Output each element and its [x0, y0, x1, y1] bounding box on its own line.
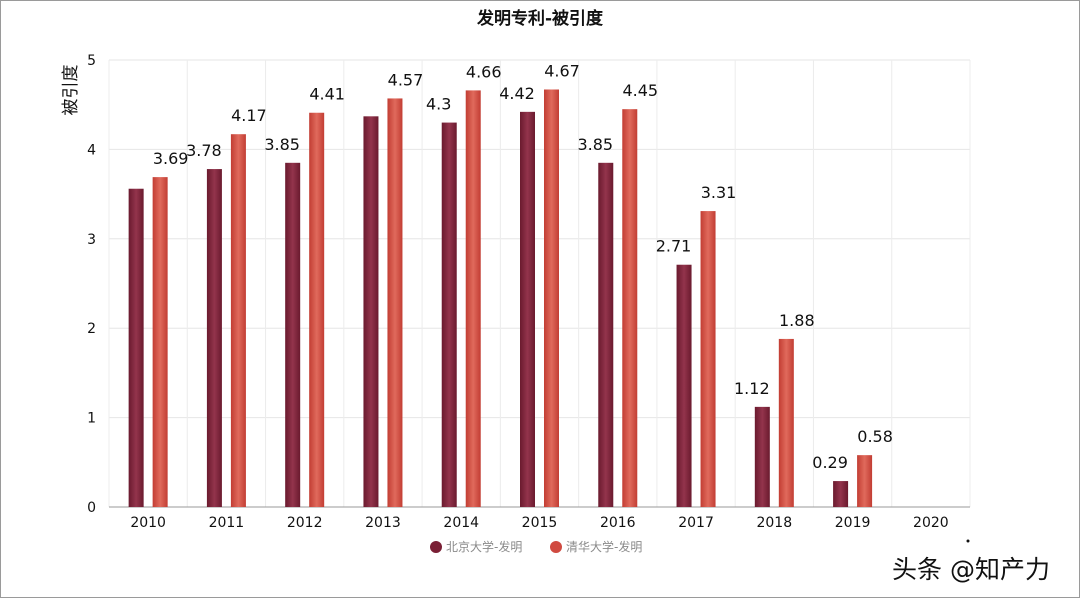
bar [230, 134, 246, 507]
x-tick-label: 2016 [600, 515, 636, 531]
y-tick-label: 0 [87, 500, 96, 516]
x-tick-label: 2011 [209, 515, 245, 531]
x-tick-label: 2012 [287, 515, 323, 531]
data-label: 4.42 [499, 84, 535, 103]
bar [152, 177, 168, 507]
bar [309, 112, 325, 507]
bar [700, 211, 716, 507]
y-axis-label: 被引度 [61, 65, 81, 116]
bar [387, 98, 403, 507]
legend: 北京大学-发明 清华大学-发明 [430, 539, 642, 554]
data-label: 2.71 [656, 237, 692, 256]
x-axis-ticks: 2010 2011 2012 2013 2014 2015 2016 2017 2018 2019… [130, 515, 948, 531]
y-axis-ticks: 0 1 2 3 4 5 [87, 53, 96, 516]
data-label: 0.58 [857, 427, 893, 446]
data-label: 3.69 [153, 149, 189, 168]
watermark-dot [966, 539, 970, 543]
bar [363, 116, 379, 508]
legend-marker [430, 541, 442, 553]
bar [622, 109, 638, 508]
y-tick-label: 4 [87, 142, 96, 158]
grid-lines [108, 59, 971, 508]
bar [520, 111, 535, 508]
x-tick-label: 2013 [365, 515, 401, 531]
data-label: 3.85 [577, 135, 613, 154]
bar [598, 162, 614, 507]
x-tick-label: 2020 [913, 515, 949, 531]
data-label: 3.85 [264, 135, 300, 154]
x-tick-label: 2010 [130, 515, 166, 531]
data-label: 1.88 [779, 311, 815, 330]
y-tick-label: 1 [87, 411, 96, 427]
bar [465, 90, 481, 507]
y-tick-label: 3 [87, 232, 96, 248]
data-labels: 3.78 3.85 4.3 4.42 3.85 2.71 1.12 0.29 3.69 4.17 4… [153, 62, 893, 473]
data-label: 3.31 [701, 183, 737, 202]
bar [857, 455, 873, 507]
data-label: 4.45 [622, 81, 658, 100]
chart-title: 发明专利-被引度 [476, 8, 604, 29]
data-label: 4.67 [544, 62, 580, 81]
data-label: 4.66 [466, 62, 502, 81]
data-label: 0.29 [812, 453, 848, 472]
bar [206, 169, 222, 507]
legend-marker [550, 541, 562, 553]
legend-label: 北京大学-发明 [446, 539, 522, 554]
bar [128, 188, 144, 507]
x-tick-label: 2015 [522, 515, 558, 531]
bar [676, 264, 692, 507]
legend-label: 清华大学-发明 [566, 539, 642, 554]
data-label: 4.57 [388, 70, 424, 89]
data-label: 4.41 [309, 85, 345, 104]
x-tick-label: 2014 [443, 515, 479, 531]
data-label: 3.78 [186, 141, 222, 160]
y-tick-label: 2 [87, 321, 96, 337]
data-label: 4.17 [231, 106, 267, 125]
data-label: 4.3 [426, 95, 451, 114]
bars [128, 89, 873, 508]
x-tick-label: 2019 [835, 515, 871, 531]
data-label: 1.12 [734, 379, 770, 398]
bar [441, 122, 457, 507]
x-tick-label: 2018 [756, 515, 792, 531]
watermark-text: 头条 @知产力 [892, 555, 1050, 584]
bar [754, 406, 770, 507]
x-tick-label: 2017 [678, 515, 714, 531]
bar [778, 338, 794, 507]
bar [833, 481, 849, 507]
y-tick-label: 5 [87, 53, 96, 69]
bar [544, 89, 559, 507]
bar [285, 162, 301, 507]
